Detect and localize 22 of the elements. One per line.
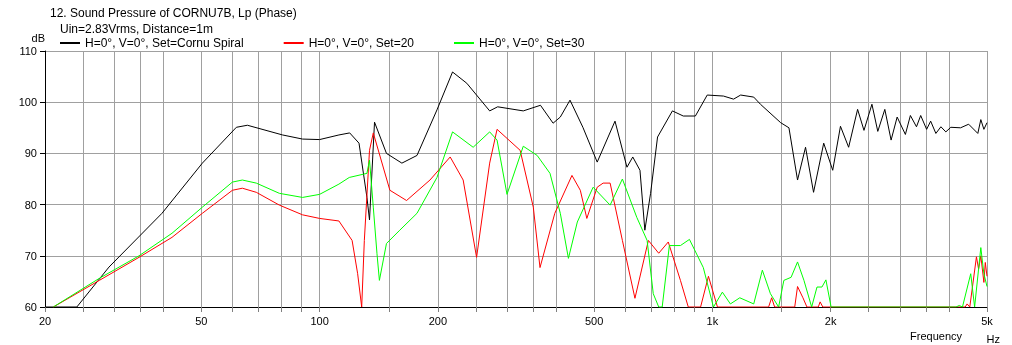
x-tick-label: 5k — [981, 314, 994, 327]
y-tick-label: 70 — [24, 249, 37, 262]
chart-title: 12. Sound Pressure of CORNU7B, Lp (Phase) — [50, 6, 297, 20]
y-tick-label: 100 — [18, 96, 37, 109]
y-axis-title: dB — [31, 31, 45, 44]
legend-label: H=0°, V=0°, Set=Cornu Spiral — [85, 36, 244, 50]
x-tick-label: 1k — [706, 314, 719, 327]
x-tick-label: 200 — [428, 314, 448, 327]
y-tick-label: 90 — [24, 147, 37, 160]
x-tick-label: 2k — [824, 314, 837, 327]
chart-subtitle: Uin=2.83Vrms, Distance=1m — [60, 22, 213, 36]
x-axis-title: Frequency — [910, 329, 963, 342]
y-tick-label: 60 — [24, 301, 37, 313]
x-tick-label: 20 — [38, 314, 52, 327]
x-tick-label: 50 — [195, 314, 208, 327]
y-tick-label: 110 — [19, 45, 37, 57]
x-tick-label: 500 — [584, 314, 604, 327]
legend-label: H=0°, V=0°, Set=30 — [479, 36, 585, 50]
text: Hz — [986, 332, 1001, 345]
legend-label: H=0°, V=0°, Set=20 — [308, 36, 415, 50]
y-tick-label: 80 — [24, 198, 37, 211]
x-tick-label: 100 — [310, 314, 329, 327]
